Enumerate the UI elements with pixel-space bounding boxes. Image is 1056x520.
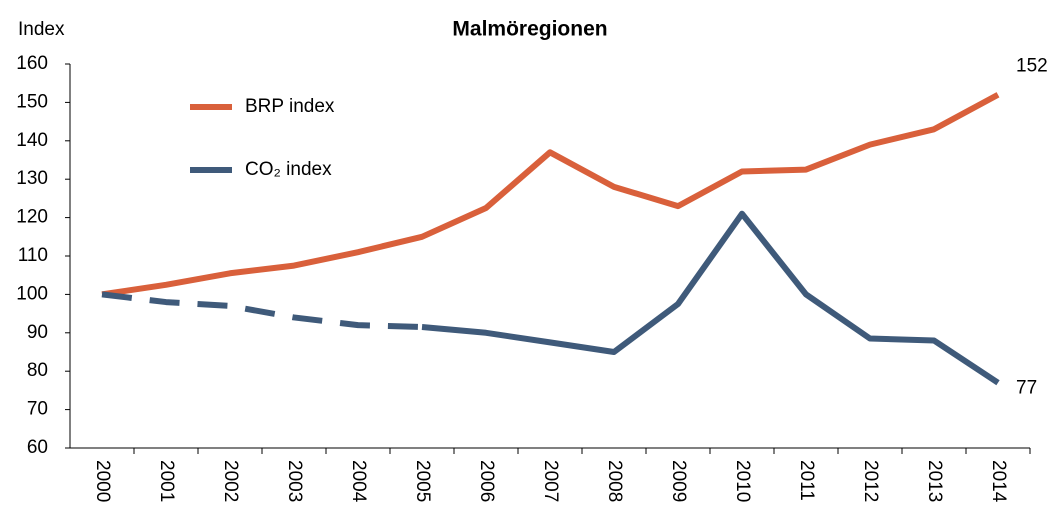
x-tick-label: 2012	[860, 460, 881, 502]
x-tick-label: 2011	[796, 460, 817, 501]
y-tick-label: 140	[16, 130, 48, 151]
x-tick-label: 2003	[284, 460, 305, 502]
y-axis-label: Index	[18, 19, 65, 40]
x-tick-label: 2000	[92, 460, 113, 502]
y-tick-label: 80	[27, 360, 48, 381]
x-tick-label: 2013	[924, 460, 945, 502]
x-tick-label: 2002	[220, 460, 241, 502]
y-tick-label: 120	[16, 207, 48, 228]
series-line	[101, 92, 1000, 298]
chart-title: Malmöregionen	[452, 18, 607, 41]
y-tick-label: 130	[16, 168, 48, 189]
y-tick-label: 60	[27, 437, 48, 458]
y-tick-label: 150	[16, 91, 48, 112]
x-tick-label: 2005	[412, 460, 433, 502]
data-label: 77	[1016, 378, 1037, 399]
series-line	[101, 291, 423, 331]
x-tick-label: 2007	[540, 460, 561, 502]
legend-label: BRP index	[245, 96, 335, 117]
x-tick-label: 2001	[156, 460, 177, 502]
x-tick-label: 2014	[988, 460, 1009, 503]
x-tick-label: 2008	[604, 460, 625, 502]
y-tick-label: 160	[16, 53, 48, 74]
legend-label: CO₂ index	[245, 159, 332, 180]
x-tick-label: 2006	[476, 460, 497, 502]
y-tick-label: 70	[27, 399, 48, 420]
data-label: 152	[1016, 56, 1048, 77]
y-tick-label: 90	[27, 322, 48, 343]
y-tick-label: 100	[16, 283, 48, 304]
x-tick-label: 2010	[732, 460, 753, 502]
x-tick-label: 2004	[348, 460, 369, 503]
series-line	[421, 210, 1000, 386]
x-tick-label: 2009	[668, 460, 689, 502]
y-tick-label: 110	[18, 245, 48, 266]
